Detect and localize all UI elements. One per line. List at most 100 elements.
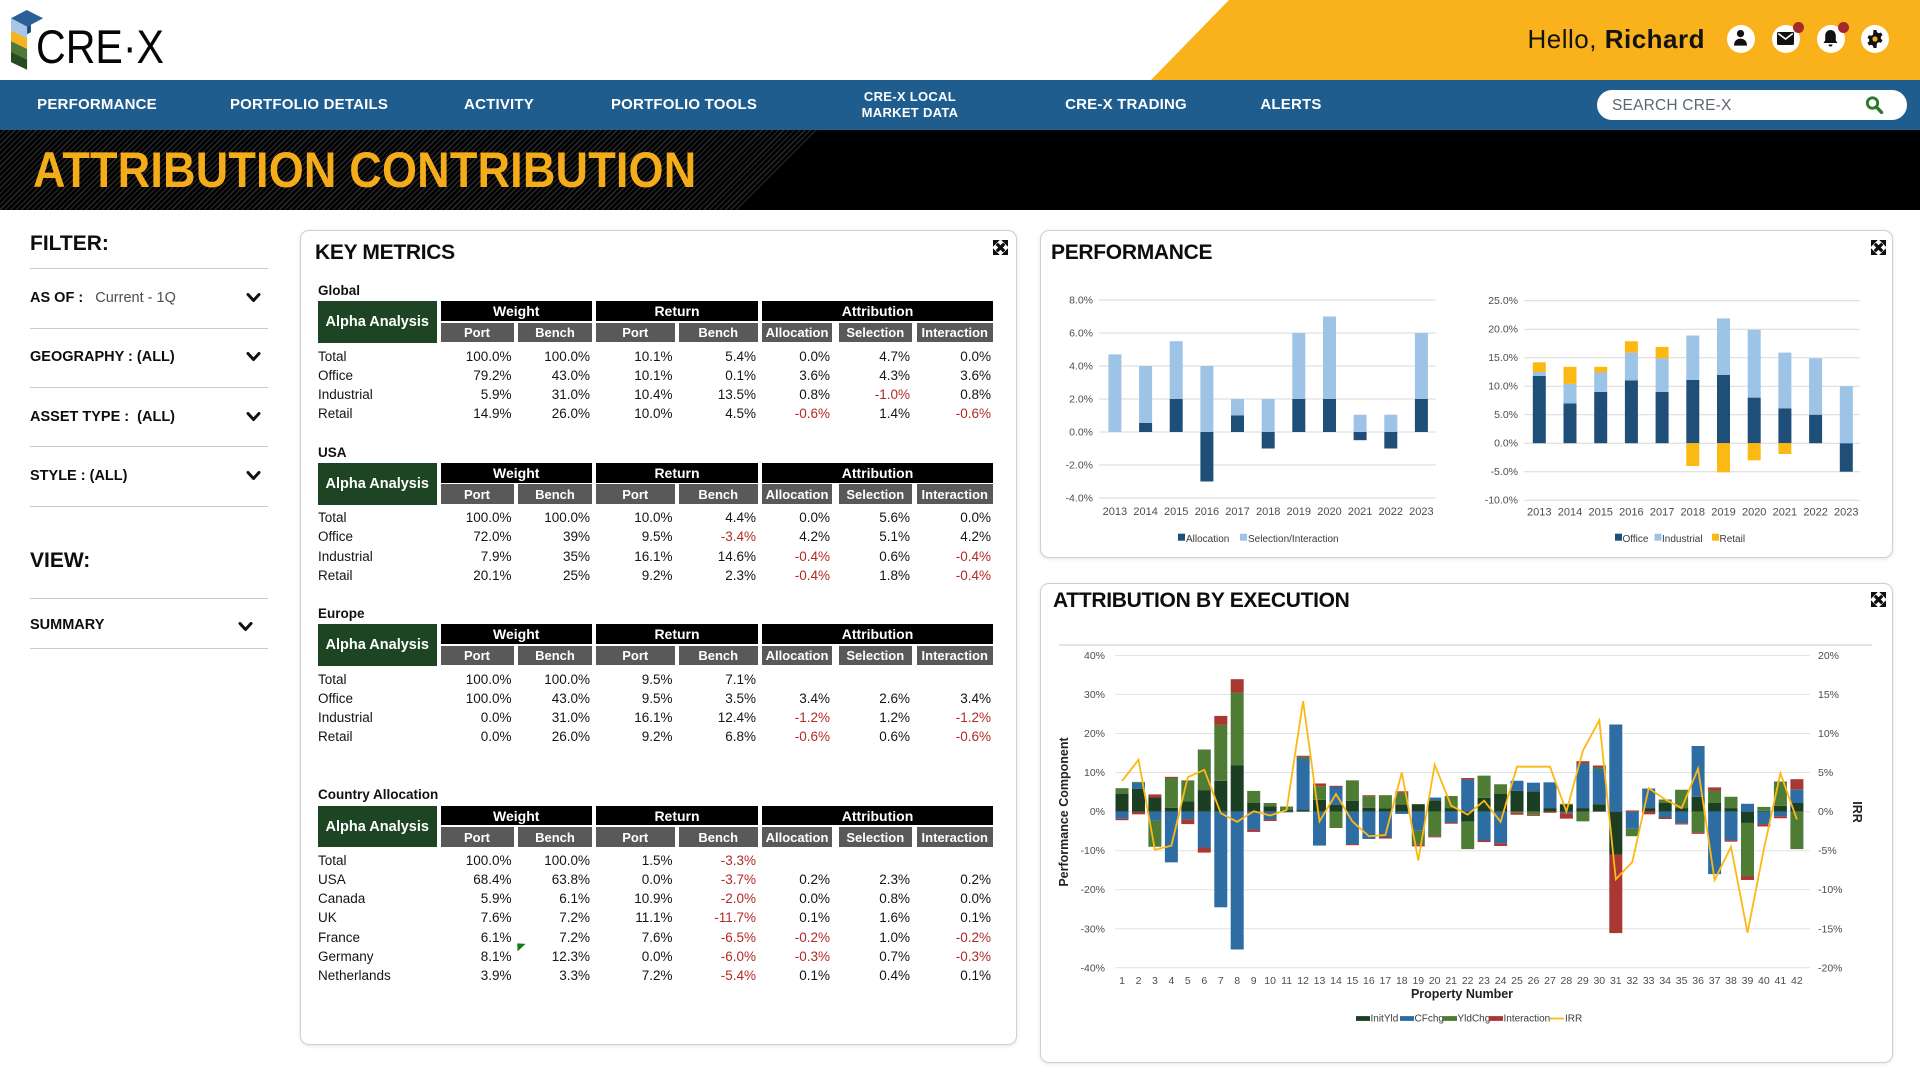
- svg-text:30: 30: [1593, 975, 1605, 987]
- svg-text:0.0%: 0.0%: [1069, 427, 1093, 439]
- svg-text:Property Number: Property Number: [1411, 987, 1513, 1001]
- svg-text:15: 15: [1347, 975, 1359, 987]
- svg-text:20.0%: 20.0%: [1488, 324, 1518, 336]
- svg-text:29: 29: [1577, 975, 1589, 987]
- svg-text:14: 14: [1330, 975, 1342, 987]
- svg-text:Selection/Interaction: Selection/Interaction: [1248, 534, 1339, 545]
- svg-text:2021: 2021: [1773, 507, 1797, 519]
- svg-text:16: 16: [1363, 975, 1375, 987]
- svg-text:4.0%: 4.0%: [1069, 361, 1093, 373]
- svg-text:Interaction: Interaction: [1504, 1014, 1551, 1025]
- svg-text:15.0%: 15.0%: [1488, 352, 1518, 364]
- svg-text:-40%: -40%: [1080, 962, 1105, 974]
- svg-text:40%: 40%: [1084, 650, 1105, 662]
- svg-text:IRR: IRR: [1565, 1014, 1582, 1025]
- svg-text:3: 3: [1152, 975, 1158, 987]
- svg-text:10.0%: 10.0%: [1488, 381, 1518, 393]
- svg-text:-10%: -10%: [1080, 845, 1105, 857]
- svg-text:10: 10: [1264, 975, 1276, 987]
- svg-text:-30%: -30%: [1080, 923, 1105, 935]
- svg-text:CRE·X: CRE·X: [36, 20, 164, 73]
- svg-text:2013: 2013: [1527, 507, 1551, 519]
- svg-text:21: 21: [1445, 975, 1457, 987]
- svg-text:Industrial: Industrial: [1662, 534, 1703, 545]
- svg-text:2018: 2018: [1681, 507, 1705, 519]
- svg-text:34: 34: [1659, 975, 1671, 987]
- svg-text:2023: 2023: [1834, 507, 1858, 519]
- svg-text:0%: 0%: [1090, 806, 1105, 818]
- svg-text:-10.0%: -10.0%: [1485, 495, 1518, 507]
- svg-text:2020: 2020: [1742, 507, 1766, 519]
- svg-text:24: 24: [1495, 975, 1507, 987]
- svg-text:27: 27: [1544, 975, 1556, 987]
- svg-text:42: 42: [1791, 975, 1803, 987]
- svg-text:5%: 5%: [1818, 767, 1833, 779]
- svg-text:YldChg: YldChg: [1458, 1014, 1491, 1025]
- svg-text:-15%: -15%: [1818, 923, 1843, 935]
- svg-text:2022: 2022: [1379, 506, 1403, 518]
- svg-text:2014: 2014: [1558, 507, 1582, 519]
- svg-text:2017: 2017: [1650, 507, 1674, 519]
- svg-text:25: 25: [1511, 975, 1523, 987]
- svg-text:9: 9: [1251, 975, 1257, 987]
- svg-text:11: 11: [1281, 975, 1292, 987]
- svg-text:20%: 20%: [1084, 728, 1105, 740]
- svg-text:-2.0%: -2.0%: [1066, 460, 1093, 472]
- svg-text:2013: 2013: [1103, 506, 1127, 518]
- svg-text:1: 1: [1119, 975, 1125, 987]
- svg-text:2015: 2015: [1588, 507, 1612, 519]
- svg-text:10%: 10%: [1818, 728, 1839, 740]
- svg-text:5.0%: 5.0%: [1494, 409, 1518, 421]
- svg-text:22: 22: [1462, 975, 1474, 987]
- svg-text:-5%: -5%: [1818, 845, 1837, 857]
- svg-text:2.0%: 2.0%: [1069, 394, 1093, 406]
- svg-text:20: 20: [1429, 975, 1441, 987]
- svg-text:2018: 2018: [1256, 506, 1280, 518]
- svg-text:33: 33: [1643, 975, 1655, 987]
- svg-text:0%: 0%: [1818, 806, 1833, 818]
- svg-text:15%: 15%: [1818, 689, 1839, 701]
- svg-text:35: 35: [1676, 975, 1688, 987]
- svg-text:12: 12: [1297, 975, 1309, 987]
- svg-text:36: 36: [1692, 975, 1704, 987]
- svg-text:Office: Office: [1623, 534, 1649, 545]
- svg-text:30%: 30%: [1084, 689, 1105, 701]
- svg-text:19: 19: [1412, 975, 1424, 987]
- svg-text:31: 31: [1610, 975, 1622, 987]
- svg-text:26: 26: [1528, 975, 1540, 987]
- svg-text:8: 8: [1234, 975, 1240, 987]
- svg-text:23: 23: [1478, 975, 1490, 987]
- svg-text:-10%: -10%: [1818, 884, 1843, 896]
- svg-text:CFchg: CFchg: [1415, 1014, 1444, 1025]
- svg-text:4: 4: [1168, 975, 1174, 987]
- svg-text:2019: 2019: [1711, 507, 1735, 519]
- svg-text:InitYld: InitYld: [1371, 1014, 1399, 1025]
- svg-text:2019: 2019: [1287, 506, 1311, 518]
- svg-text:2021: 2021: [1348, 506, 1372, 518]
- svg-text:38: 38: [1725, 975, 1737, 987]
- svg-text:2022: 2022: [1803, 507, 1827, 519]
- svg-text:8.0%: 8.0%: [1069, 295, 1093, 307]
- svg-text:2016: 2016: [1619, 507, 1643, 519]
- svg-text:18: 18: [1396, 975, 1408, 987]
- svg-text:13: 13: [1314, 975, 1326, 987]
- svg-text:2020: 2020: [1317, 506, 1341, 518]
- svg-text:6.0%: 6.0%: [1069, 328, 1093, 340]
- svg-text:17: 17: [1380, 975, 1392, 987]
- svg-text:2023: 2023: [1409, 506, 1433, 518]
- svg-text:-20%: -20%: [1080, 884, 1105, 896]
- svg-text:-20%: -20%: [1818, 962, 1843, 974]
- svg-text:2: 2: [1136, 975, 1142, 987]
- svg-text:7: 7: [1218, 975, 1224, 987]
- svg-text:6: 6: [1201, 975, 1207, 987]
- svg-text:37: 37: [1709, 975, 1721, 987]
- svg-text:2014: 2014: [1133, 506, 1157, 518]
- svg-text:Performance Component: Performance Component: [1057, 737, 1071, 887]
- svg-text:2016: 2016: [1195, 506, 1219, 518]
- svg-text:Allocation: Allocation: [1186, 534, 1229, 545]
- svg-text:2015: 2015: [1164, 506, 1188, 518]
- svg-text:5: 5: [1185, 975, 1191, 987]
- svg-text:41: 41: [1775, 975, 1787, 987]
- svg-text:-5.0%: -5.0%: [1491, 466, 1518, 478]
- svg-text:0.0%: 0.0%: [1494, 438, 1518, 450]
